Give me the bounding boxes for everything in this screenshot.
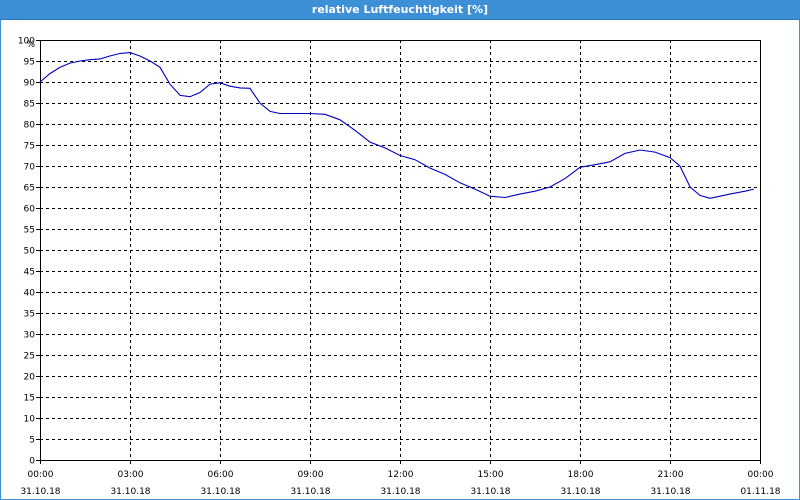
y-tick-label: 80: [24, 121, 36, 131]
humidity-series-line: [39, 52, 755, 199]
y-tick-label: 50: [24, 247, 36, 257]
y-tick-label: 65: [24, 184, 35, 194]
y-tick-label: 85: [24, 100, 35, 110]
x-tick-time-label: 21:00: [658, 470, 684, 480]
x-tick-time-label: 15:00: [478, 470, 504, 480]
x-tick-time-label: 06:00: [208, 470, 234, 480]
x-tick-date-label: 31.10.18: [290, 487, 330, 497]
y-tick-label: 60: [24, 205, 36, 215]
x-tick-date-label: 31.10.18: [200, 487, 240, 497]
y-tick-label: 45: [24, 268, 35, 278]
y-tick-label: 95: [24, 58, 35, 68]
x-tick-time-label: 12:00: [388, 470, 414, 480]
y-tick-label: 40: [24, 289, 36, 299]
y-tick-label: 30: [24, 331, 36, 341]
y-tick-label: 55: [24, 226, 35, 236]
grid: [40, 40, 760, 460]
chart-title: relative Luftfeuchtigkeit [%]: [0, 0, 800, 20]
y-tick-label: 75: [24, 142, 35, 152]
x-tick-date-label: 31.10.18: [560, 487, 600, 497]
y-tick-label: 20: [24, 373, 36, 383]
x-tick-date-label: 31.10.18: [20, 487, 60, 497]
x-tick-date-label: 31.10.18: [380, 487, 420, 497]
y-tick-label: 15: [24, 394, 35, 404]
y-axis-label: %: [26, 40, 35, 50]
x-tick-time-label: 00:00: [28, 470, 54, 480]
y-tick-label: 25: [24, 352, 35, 362]
x-tick-date-label: 31.10.18: [110, 487, 150, 497]
y-tick-label: 10: [24, 415, 36, 425]
x-tick-date-label: 01.11.18: [740, 487, 780, 497]
x-tick-date-label: 31.10.18: [470, 487, 510, 497]
x-tick-time-label: 00:00: [748, 470, 774, 480]
x-tick-time-label: 03:00: [118, 470, 144, 480]
x-axis-ticks: 00:00 31.10.18 03:00 31.10.18 06:00 31.10.18 0…: [20, 460, 781, 497]
x-tick-date-label: 31.10.18: [650, 487, 690, 497]
y-tick-label: 100: [18, 37, 35, 47]
y-axis-ticks: 0 5 10 15 20 25 30 35 40 45 50 55 60 65 70 75 80 85 90 95 10…: [18, 37, 40, 467]
y-tick-label: 5: [29, 436, 35, 446]
x-tick-time-label: 09:00: [298, 470, 324, 480]
y-tick-label: 35: [24, 310, 35, 320]
y-tick-label: 70: [24, 163, 36, 173]
x-tick-time-label: 18:00: [568, 470, 594, 480]
y-tick-label: 0: [29, 457, 35, 467]
y-tick-label: 90: [24, 79, 36, 89]
